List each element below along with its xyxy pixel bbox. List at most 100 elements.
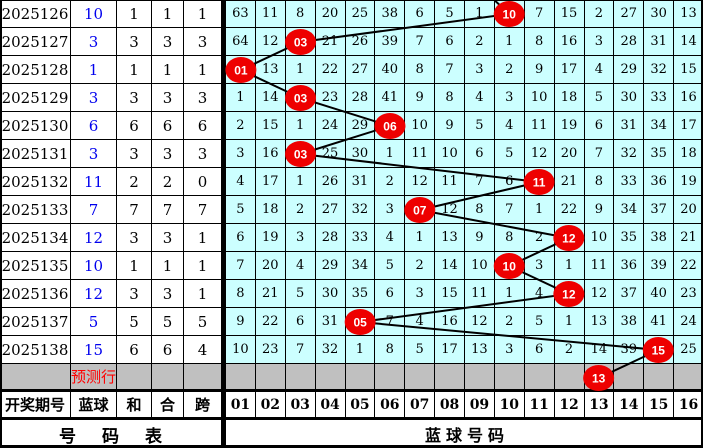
he-cell: 1 — [117, 252, 152, 280]
period-cell: 2025126 — [0, 0, 71, 28]
miss-count-cell: 17 — [554, 56, 585, 84]
miss-count-cell: 14 — [255, 84, 286, 112]
trend-row: 2025127 3 3 3 3 64 12 21 26 39 7 6 2 1 8 16 3 28 31 14 — [0, 28, 703, 56]
period-cell: 2025130 — [0, 112, 71, 140]
miss-count-cell: 6 — [226, 224, 256, 252]
miss-count-cell — [285, 140, 316, 168]
trend-row: 2025136 12 3 3 1 8 21 5 30 35 6 3 15 11 1 4 12 37 40 23 — [0, 280, 703, 308]
miss-count-cell: 41 — [375, 84, 406, 112]
miss-count-cell — [524, 168, 555, 196]
period-cell: 2025132 — [0, 168, 71, 196]
miss-count-cell: 13 — [465, 336, 495, 364]
miss-count-cell: 6 — [465, 140, 495, 168]
miss-count-cell: 12 — [524, 140, 555, 168]
miss-count-cell: 32 — [614, 140, 645, 168]
kua-cell: 1 — [184, 56, 222, 84]
hezhi-cell: 1 — [152, 0, 184, 28]
footer-number-table-label: 号码表 — [0, 420, 222, 448]
miss-count-cell: 4 — [465, 84, 495, 112]
miss-count-cell: 29 — [315, 252, 346, 280]
prediction-row: 预测行 — [0, 364, 703, 392]
miss-count-cell: 36 — [644, 168, 675, 196]
period-cell: 2025137 — [0, 308, 71, 336]
prediction-grid-cell — [674, 364, 703, 392]
kua-cell: 4 — [184, 336, 222, 364]
miss-count-cell: 31 — [614, 112, 645, 140]
prediction-label: 预测行 — [71, 364, 117, 392]
hezhi-cell: 3 — [152, 280, 184, 308]
prediction-grid-cell — [285, 364, 316, 392]
miss-count-cell: 9 — [524, 56, 555, 84]
miss-count-cell: 1 — [285, 168, 316, 196]
prediction-grid-cell — [494, 364, 525, 392]
miss-count-cell: 6 — [524, 336, 555, 364]
miss-count-cell: 6 — [405, 0, 436, 28]
miss-count-cell: 16 — [435, 308, 465, 336]
trend-row: 2025135 10 1 1 1 7 20 4 29 34 5 2 14 10 3 1 11 36 39 22 — [0, 252, 703, 280]
kua-cell: 0 — [184, 168, 222, 196]
period-cell: 2025135 — [0, 252, 71, 280]
miss-count-cell: 8 — [465, 196, 495, 224]
number-column-header: 08 — [435, 392, 465, 420]
miss-count-cell: 5 — [285, 280, 316, 308]
miss-count-cell: 1 — [554, 308, 585, 336]
miss-count-cell: 38 — [614, 308, 645, 336]
miss-count-cell: 24 — [315, 112, 346, 140]
miss-count-cell: 10 — [435, 140, 465, 168]
miss-count-cell — [285, 84, 316, 112]
table-divider — [222, 84, 226, 112]
miss-count-cell: 10 — [405, 112, 436, 140]
prediction-grid-cell — [554, 364, 585, 392]
miss-count-cell: 3 — [584, 28, 615, 56]
header-hezhi: 合 — [152, 392, 184, 420]
trend-row: 2025137 5 5 5 5 9 22 6 31 7 4 16 12 2 5 1 13 38 41 24 — [0, 308, 703, 336]
prediction-grid-cell — [375, 364, 406, 392]
table-footer-row: 号码表 蓝球号码 — [0, 420, 703, 448]
miss-count-cell: 2 — [226, 112, 256, 140]
number-column-header: 13 — [584, 392, 615, 420]
miss-count-cell: 2 — [584, 0, 615, 28]
miss-count-cell: 1 — [226, 84, 256, 112]
trend-row: 2025129 3 3 3 3 1 14 23 28 41 9 8 4 3 10 18 5 30 33 16 — [0, 84, 703, 112]
prediction-grid-cell — [644, 364, 675, 392]
miss-count-cell: 18 — [554, 84, 585, 112]
prediction-period-cell — [0, 364, 71, 392]
miss-count-cell: 1 — [554, 252, 585, 280]
miss-count-cell: 8 — [494, 224, 525, 252]
miss-count-cell — [285, 28, 316, 56]
miss-count-cell: 1 — [465, 0, 495, 28]
miss-count-cell: 12 — [435, 196, 465, 224]
prediction-grid-cell — [435, 364, 465, 392]
miss-count-cell: 2 — [405, 252, 436, 280]
table-divider — [222, 196, 226, 224]
miss-count-cell: 6 — [584, 112, 615, 140]
miss-count-cell: 19 — [554, 112, 585, 140]
miss-count-cell: 25 — [674, 336, 703, 364]
trend-data-rows: 2025126 10 1 1 1 63 11 8 20 25 38 6 5 1 7 15 2 27 30 13 2025… — [0, 0, 703, 364]
miss-count-cell: 5 — [584, 84, 615, 112]
table-divider — [222, 308, 226, 336]
miss-count-cell: 27 — [315, 196, 346, 224]
number-column-header: 14 — [614, 392, 645, 420]
miss-count-cell: 9 — [584, 196, 615, 224]
kua-cell: 1 — [184, 280, 222, 308]
miss-count-cell: 7 — [584, 140, 615, 168]
miss-count-cell: 5 — [375, 252, 406, 280]
miss-count-cell: 2 — [524, 224, 555, 252]
miss-count-cell: 15 — [255, 112, 286, 140]
miss-count-cell: 3 — [465, 56, 495, 84]
blue-number-cell: 10 — [71, 252, 117, 280]
kua-cell: 1 — [184, 224, 222, 252]
miss-count-cell: 41 — [644, 308, 675, 336]
prediction-grid-cell — [465, 364, 495, 392]
miss-count-cell: 28 — [345, 84, 376, 112]
miss-count-cell: 8 — [435, 84, 465, 112]
miss-count-cell: 14 — [584, 336, 615, 364]
miss-count-cell: 18 — [674, 140, 703, 168]
trend-row: 2025126 10 1 1 1 63 11 8 20 25 38 6 5 1 7 15 2 27 30 13 — [0, 0, 703, 28]
kua-cell: 3 — [184, 84, 222, 112]
miss-count-cell: 11 — [524, 112, 555, 140]
miss-count-cell: 7 — [405, 28, 436, 56]
miss-count-cell: 8 — [405, 56, 436, 84]
